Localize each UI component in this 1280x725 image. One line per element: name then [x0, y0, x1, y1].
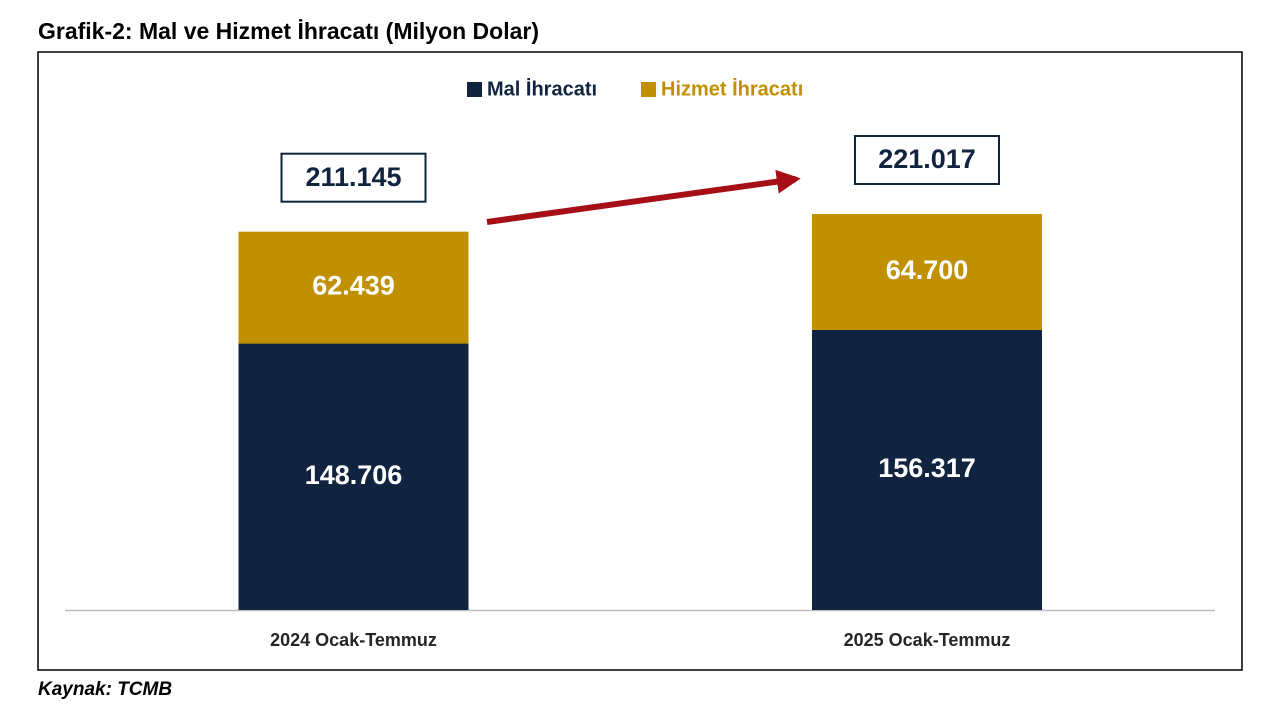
total-box: [854, 135, 1000, 185]
x-tick-label: 2024 Ocak-Temmuz: [270, 630, 437, 650]
legend-label: Mal İhracatı: [487, 77, 597, 100]
bar-segment: [812, 329, 1042, 610]
growth-arrow: [486, 169, 801, 225]
legend-label: Hizmet İhracatı: [661, 77, 803, 100]
chart-title: Grafik-2: Mal ve Hizmet İhracatı (Milyon…: [38, 18, 539, 44]
value-label: 148.706: [305, 460, 403, 490]
chart-frame: [37, 51, 1243, 671]
source: Kaynak: TCMB: [38, 679, 172, 700]
bar-segment: [238, 231, 469, 344]
total-label: 221.017: [878, 144, 976, 174]
x-tick-label: 2025 Ocak-Temmuz: [844, 630, 1011, 650]
total-box: [280, 152, 427, 203]
bar-segment: [812, 214, 1042, 330]
bar-segment: [238, 343, 469, 610]
value-label: 64.700: [886, 255, 969, 285]
legend-swatch: [641, 82, 656, 97]
legend-swatch: [467, 82, 482, 97]
total-label: 211.145: [305, 162, 401, 192]
value-label: 62.439: [312, 271, 395, 301]
value-label: 156.317: [878, 453, 976, 483]
